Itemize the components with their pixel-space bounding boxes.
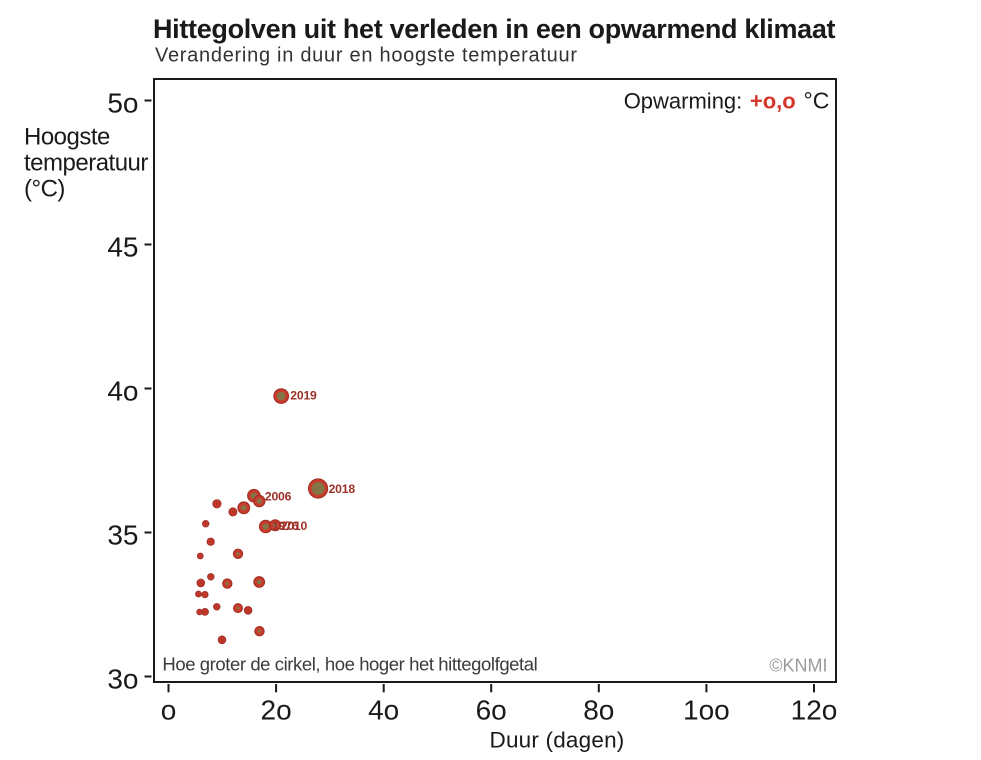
svg-text:temperatuur: temperatuur <box>24 150 148 177</box>
svg-text:2010: 2010 <box>281 519 308 533</box>
svg-text:2018: 2018 <box>329 482 356 496</box>
svg-text:2019: 2019 <box>290 389 317 403</box>
svg-text:5o: 5o <box>107 88 138 119</box>
svg-text:+o,o: +o,o <box>750 88 796 113</box>
svg-text:Hoe groter de cirkel, hoe hoge: Hoe groter de cirkel, hoe hoger het hitt… <box>162 653 537 674</box>
svg-text:1976: 1976 <box>272 519 299 533</box>
svg-text:Verandering in duur en hoogste: Verandering in duur en hoogste temperatu… <box>155 45 578 67</box>
svg-text:2o: 2o <box>261 695 292 726</box>
svg-text:45: 45 <box>107 232 138 263</box>
svg-text:8o: 8o <box>583 695 614 726</box>
svg-text:Duur (dagen): Duur (dagen) <box>490 728 625 753</box>
svg-text:Hittegolven uit het verleden i: Hittegolven uit het verleden in een opwa… <box>153 14 836 44</box>
svg-text:°C: °C <box>804 87 830 113</box>
svg-text:3o: 3o <box>107 664 138 695</box>
svg-text:35: 35 <box>107 520 138 551</box>
svg-text:(°C): (°C) <box>24 176 65 203</box>
svg-text:12o: 12o <box>791 695 838 726</box>
svg-text:o: o <box>161 695 177 726</box>
svg-text:6o: 6o <box>476 695 507 726</box>
svg-text:Hoogste: Hoogste <box>24 124 110 151</box>
svg-text:©KNMI: ©KNMI <box>769 656 827 676</box>
svg-text:2006: 2006 <box>265 489 292 503</box>
svg-text:4o: 4o <box>368 695 399 726</box>
svg-text:Opwarming:: Opwarming: <box>624 88 743 113</box>
svg-text:1oo: 1oo <box>683 695 730 726</box>
svg-text:4o: 4o <box>107 376 138 407</box>
